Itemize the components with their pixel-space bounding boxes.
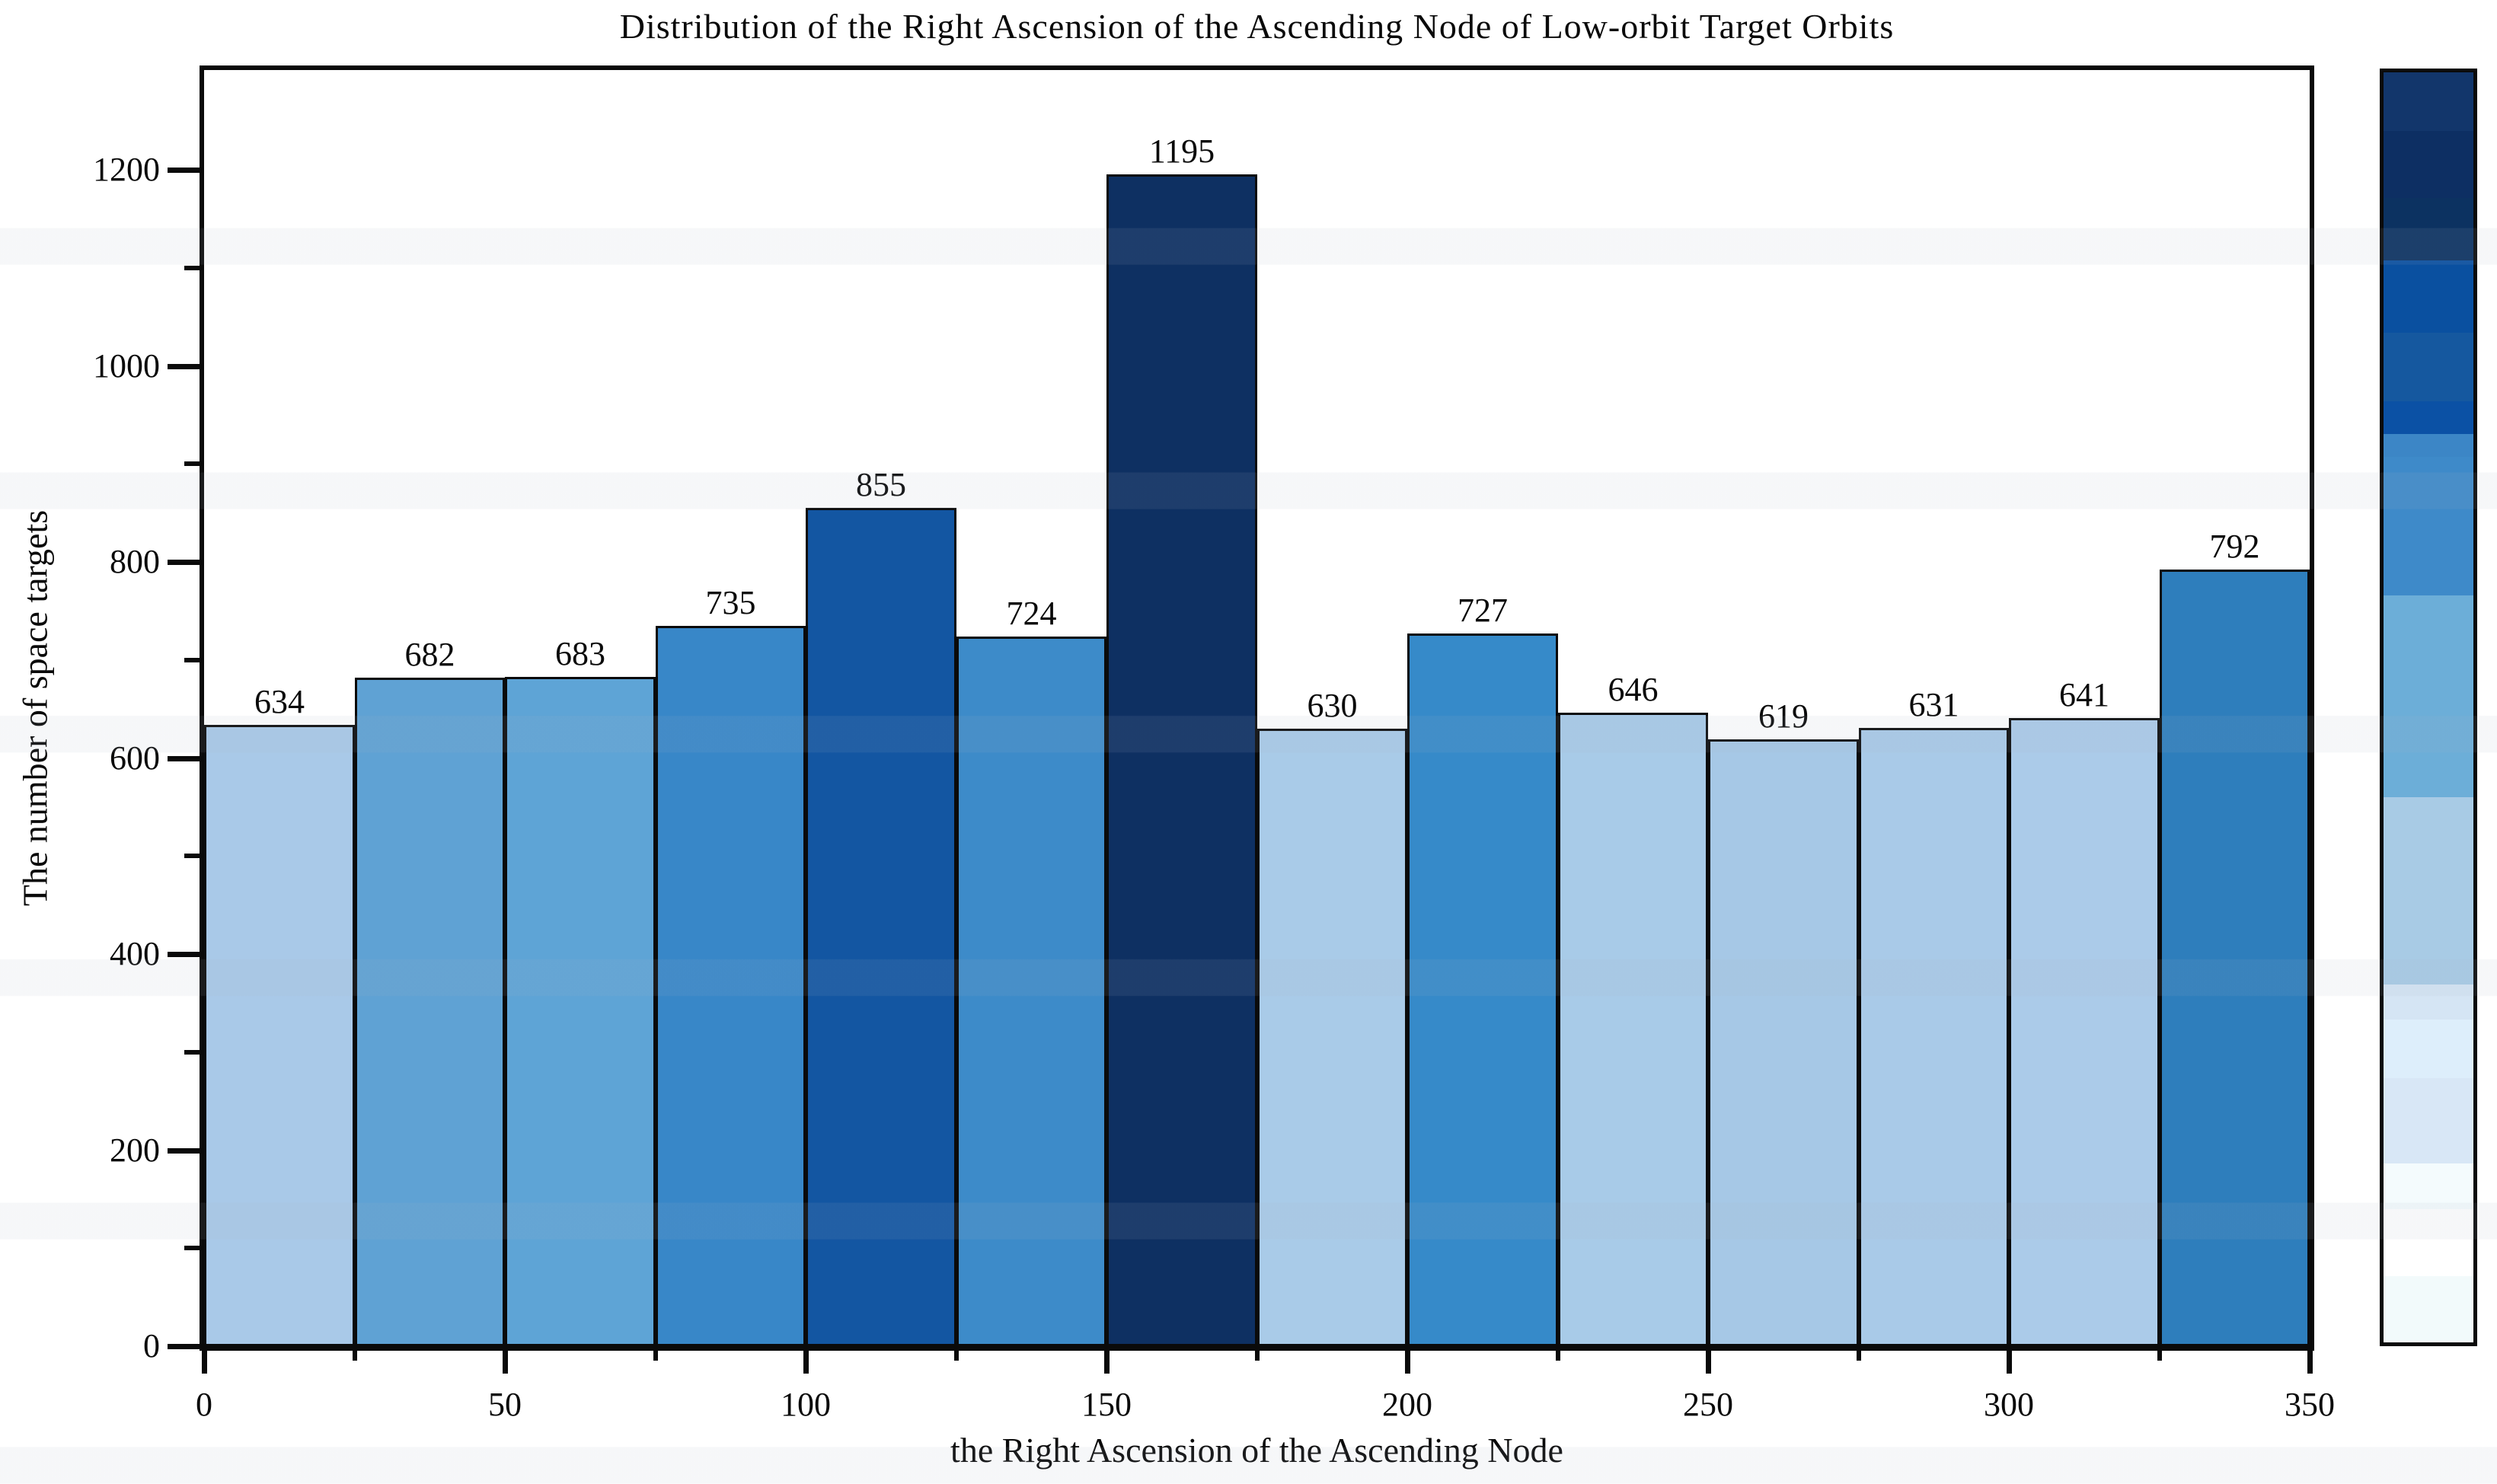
x-minor-tick bbox=[1857, 1351, 1861, 1361]
colorbar bbox=[2380, 69, 2477, 1346]
plot-area: 634 682 683 735 855 724 1195 630 727 646 619 631 641… bbox=[204, 70, 2310, 1346]
x-tick-label: 200 bbox=[1382, 1386, 1432, 1423]
x-tick-label: 350 bbox=[2285, 1386, 2335, 1423]
x-tick-label: 300 bbox=[1984, 1386, 2034, 1423]
x-minor-tick bbox=[1255, 1351, 1260, 1361]
y-tick-label: 1000 bbox=[93, 347, 160, 385]
y-minor-tick bbox=[184, 266, 200, 270]
bar bbox=[1257, 729, 1407, 1346]
y-tick-label: 400 bbox=[110, 935, 160, 972]
colorbar-segment bbox=[2384, 1163, 2473, 1209]
x-major-tick bbox=[1405, 1351, 1410, 1374]
bar bbox=[656, 626, 806, 1346]
y-tick-label: 0 bbox=[143, 1327, 160, 1364]
bar bbox=[355, 678, 505, 1346]
colorbar-segment bbox=[2384, 1208, 2473, 1277]
bar-value-label: 682 bbox=[404, 636, 455, 673]
bar-value-label: 619 bbox=[1758, 697, 1809, 735]
x-minor-tick bbox=[653, 1351, 658, 1361]
x-minor-tick bbox=[2157, 1351, 2162, 1361]
y-minor-tick bbox=[184, 1050, 200, 1055]
bar-value-label: 727 bbox=[1458, 592, 1508, 629]
bar bbox=[1106, 174, 1257, 1346]
x-major-tick bbox=[202, 1351, 207, 1374]
x-tick-label: 0 bbox=[196, 1386, 212, 1423]
chart-title: Distribution of the Right Ascension of t… bbox=[619, 7, 1895, 46]
y-tick-label: 800 bbox=[110, 543, 160, 580]
y-minor-tick bbox=[184, 658, 200, 662]
x-tick-label: 50 bbox=[488, 1386, 522, 1423]
colorbar-segment bbox=[2384, 130, 2473, 199]
bar bbox=[1407, 633, 1558, 1346]
colorbar-segment bbox=[2384, 1078, 2473, 1163]
y-major-tick bbox=[168, 1148, 200, 1154]
y-axis-title: The number of space targets bbox=[15, 509, 55, 907]
y-major-tick bbox=[168, 756, 200, 761]
x-major-tick bbox=[1706, 1351, 1711, 1374]
bar-value-label: 683 bbox=[555, 635, 605, 672]
x-major-tick bbox=[1104, 1351, 1110, 1374]
x-major-tick bbox=[503, 1351, 508, 1374]
colorbar-segment bbox=[2384, 434, 2473, 458]
bar bbox=[505, 677, 656, 1346]
y-minor-tick bbox=[184, 1246, 200, 1250]
colorbar-segment bbox=[2384, 332, 2473, 402]
bar bbox=[956, 637, 1106, 1346]
x-major-tick bbox=[2007, 1351, 2012, 1374]
colorbar-segment bbox=[2384, 797, 2473, 985]
bar-value-label: 724 bbox=[1006, 595, 1057, 632]
bar bbox=[1558, 713, 1708, 1346]
x-tick-label: 150 bbox=[1081, 1386, 1132, 1423]
bar bbox=[1708, 739, 1859, 1346]
bar-value-label: 631 bbox=[1908, 686, 1959, 723]
y-major-tick bbox=[168, 560, 200, 565]
x-major-tick bbox=[2307, 1351, 2313, 1374]
bar-value-label: 792 bbox=[2209, 528, 2260, 565]
bar-value-label: 855 bbox=[856, 466, 906, 503]
colorbar-segment bbox=[2384, 72, 2473, 131]
x-major-tick bbox=[803, 1351, 809, 1374]
bar-value-label: 641 bbox=[2059, 676, 2109, 713]
colorbar-segment bbox=[2384, 984, 2473, 1020]
y-major-tick bbox=[168, 1344, 200, 1349]
y-tick-label: 1200 bbox=[93, 151, 160, 188]
x-minor-tick bbox=[954, 1351, 959, 1361]
y-minor-tick bbox=[184, 461, 200, 466]
bar-value-label: 634 bbox=[254, 683, 305, 720]
x-minor-tick bbox=[1556, 1351, 1560, 1361]
y-tick-label: 200 bbox=[110, 1131, 160, 1169]
colorbar-segment bbox=[2384, 457, 2473, 596]
x-axis-title: the Right Ascension of the Ascending Nod… bbox=[950, 1431, 1563, 1470]
plot-frame bbox=[200, 65, 2314, 1351]
colorbar-segment bbox=[2384, 1276, 2473, 1343]
bar bbox=[2009, 718, 2160, 1346]
y-major-tick bbox=[168, 952, 200, 957]
bar-value-label: 735 bbox=[705, 584, 756, 621]
y-major-tick bbox=[168, 364, 200, 369]
bar bbox=[2160, 570, 2310, 1346]
y-tick-label: 600 bbox=[110, 739, 160, 777]
bar-value-label: 630 bbox=[1307, 687, 1358, 724]
bar bbox=[1859, 728, 2009, 1346]
colorbar-segment bbox=[2384, 1020, 2473, 1079]
colorbar-segment bbox=[2384, 260, 2473, 333]
x-minor-tick bbox=[353, 1351, 357, 1361]
bar-value-label: 1195 bbox=[1148, 132, 1215, 170]
bar bbox=[806, 508, 956, 1346]
x-tick-label: 250 bbox=[1683, 1386, 1733, 1423]
y-minor-tick bbox=[184, 854, 200, 858]
colorbar-segment bbox=[2384, 198, 2473, 260]
colorbar-segment bbox=[2384, 401, 2473, 435]
y-major-tick bbox=[168, 168, 200, 173]
bar-value-label: 646 bbox=[1608, 671, 1659, 708]
x-tick-label: 100 bbox=[781, 1386, 831, 1423]
bar bbox=[204, 725, 355, 1346]
colorbar-segment bbox=[2384, 595, 2473, 798]
